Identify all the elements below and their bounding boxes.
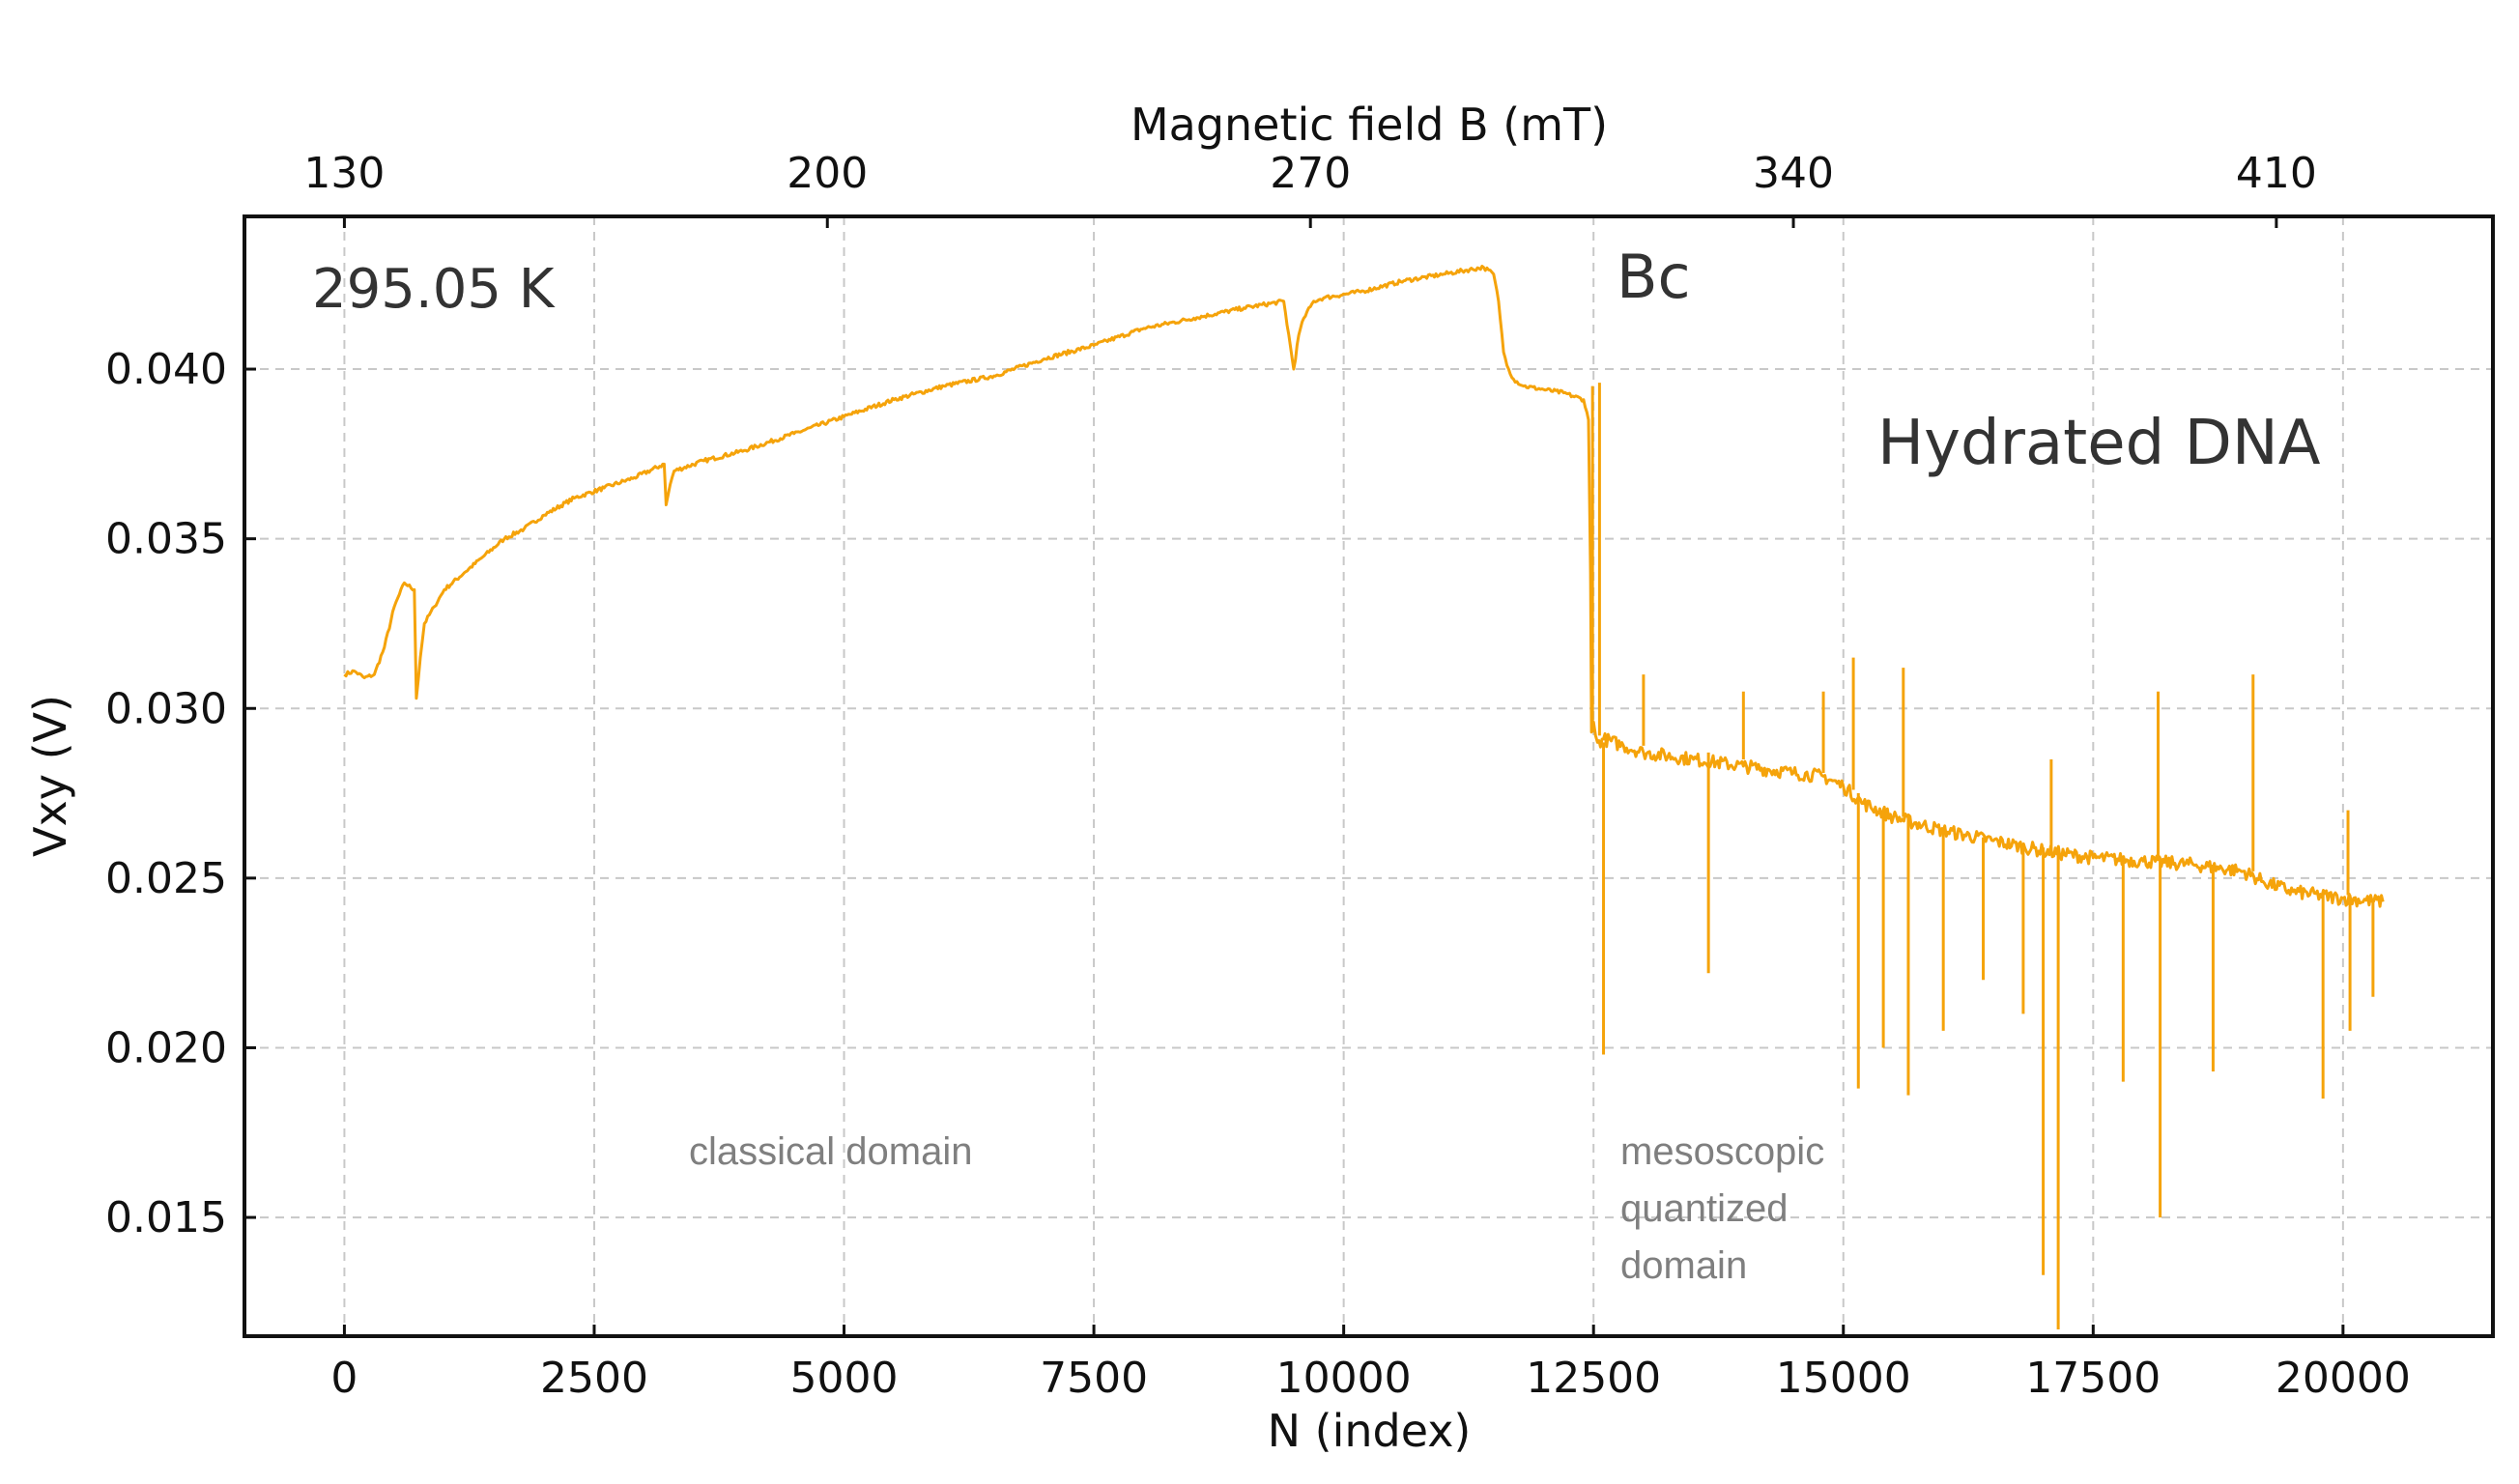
mesoscopic-label: mesoscopic	[1620, 1130, 1824, 1173]
x-tick-label: 0	[330, 1354, 358, 1403]
x-tick-label: 10000	[1276, 1354, 1412, 1403]
ticks: 0 2500 5000 7500 10000 12500 15000 17500 20000 0.…	[105, 149, 2411, 1403]
y-tick-label: 0.035	[105, 515, 227, 564]
y-tick-label: 0.015	[105, 1193, 227, 1242]
y-axis-title: Vxy (V)	[24, 695, 76, 857]
y-tick-label: 0.040	[105, 345, 227, 394]
top-tick-label: 340	[1753, 149, 1834, 198]
x-tick-label: 7500	[1040, 1354, 1148, 1403]
series-line	[343, 265, 2385, 908]
top-tick-label: 200	[787, 149, 868, 198]
classical-domain-label: classical domain	[689, 1130, 972, 1173]
grid	[244, 216, 2493, 1336]
x-tick-label: 15000	[1776, 1354, 1911, 1403]
y-tick-label: 0.020	[105, 1023, 227, 1072]
top-tick-label: 270	[1270, 149, 1351, 198]
top-axis-title: Magnetic field B (mT)	[1131, 99, 1608, 151]
temperature-label: 295.05 K	[312, 258, 556, 321]
top-tick-label: 410	[2236, 149, 2317, 198]
x-tick-label: 17500	[2025, 1354, 2161, 1403]
x-tick-label: 20000	[2276, 1354, 2411, 1403]
x-axis-title: N (index)	[1268, 1405, 1472, 1457]
sample-label: Hydrated DNA	[1877, 408, 2321, 479]
top-tick-label: 130	[303, 149, 385, 198]
y-tick-label: 0.025	[105, 854, 227, 903]
plot-frame	[243, 214, 2495, 1338]
series-layer	[343, 265, 2385, 1329]
x-tick-label: 2500	[540, 1354, 648, 1403]
y-tick-label: 0.030	[105, 684, 227, 733]
domain-label: domain	[1620, 1244, 1747, 1287]
bc-label: Bc	[1617, 242, 1691, 312]
x-tick-label: 12500	[1526, 1354, 1661, 1403]
quantized-label: quantized	[1620, 1187, 1788, 1230]
x-tick-label: 5000	[790, 1354, 899, 1403]
